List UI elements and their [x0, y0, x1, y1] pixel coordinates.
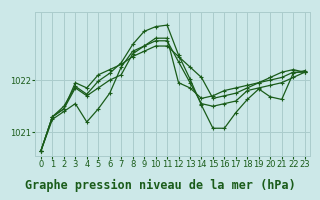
Text: Graphe pression niveau de la mer (hPa): Graphe pression niveau de la mer (hPa) [25, 179, 295, 192]
